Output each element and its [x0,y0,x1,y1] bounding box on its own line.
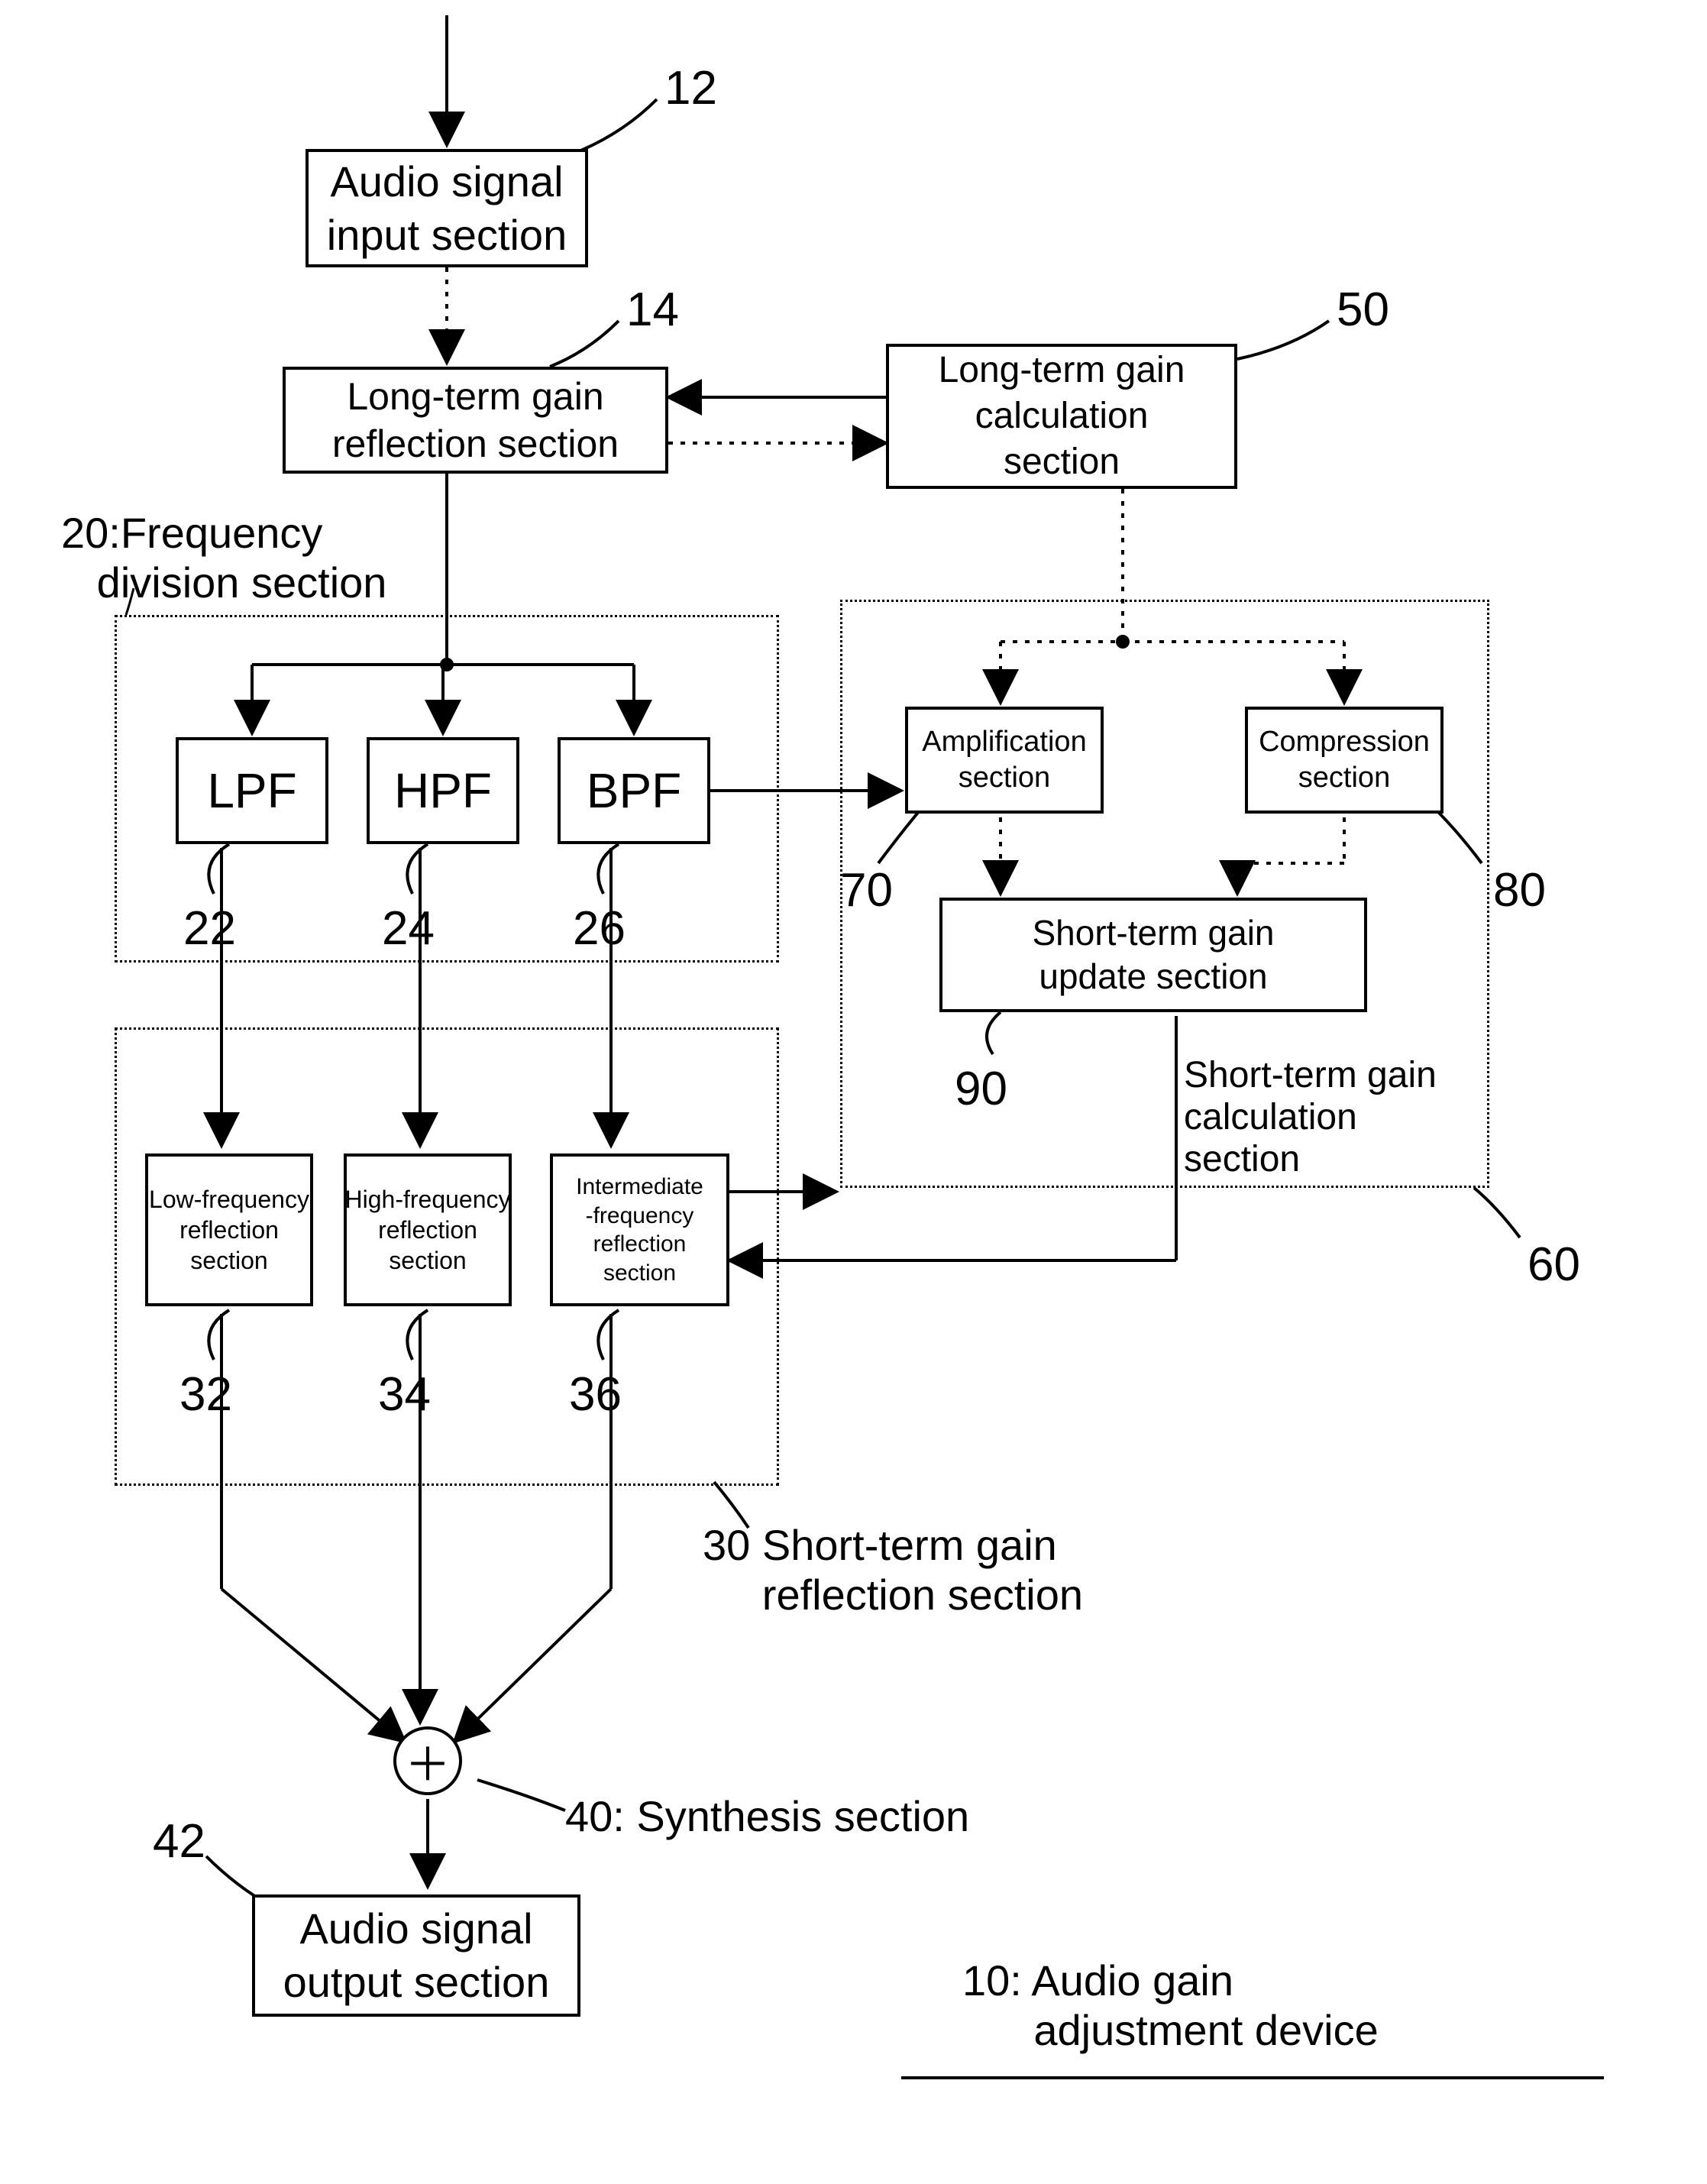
ref-60: 60 [1528,1238,1580,1292]
long-term-reflect-label: Long-term gain reflection section [332,373,619,468]
compression-block: Compression section [1245,707,1444,814]
lpf-label: LPF [207,760,296,821]
bpf-label: BPF [587,760,681,821]
ref-12: 12 [664,61,717,115]
audio-input-block: Audio signal input section [306,149,588,267]
ref-36: 36 [569,1367,622,1422]
low-freq-reflect-label: Low-frequency reflection section [149,1184,309,1276]
ref-50: 50 [1337,283,1389,337]
hpf-block: HPF [367,737,519,844]
long-term-reflect-block: Long-term gain reflection section [283,367,668,474]
hpf-label: HPF [394,760,492,821]
ref-80: 80 [1493,863,1546,917]
ref-70: 70 [840,863,893,917]
low-freq-reflect-block: Low-frequency reflection section [145,1153,313,1306]
amplification-block: Amplification section [905,707,1104,814]
freq-division-label: 20:Frequency division section [61,508,386,607]
lpf-block: LPF [176,737,328,844]
ref-32: 32 [179,1367,232,1422]
ref-90: 90 [955,1062,1007,1116]
ref-24: 24 [382,901,435,956]
audio-input-label: Audio signal input section [327,155,567,262]
synthesis-node: ＋ [393,1726,462,1795]
high-freq-reflect-label: High-frequency reflection section [345,1184,511,1276]
int-freq-reflect-label: Intermediate -frequency reflection secti… [576,1173,703,1287]
ref-34: 34 [378,1367,431,1422]
short-term-calc-label: Short-term gain calculation section [1184,1054,1437,1180]
plus-icon: ＋ [405,1728,451,1794]
long-term-calc-label: Long-term gain calculation section [939,348,1185,485]
bpf-block: BPF [558,737,710,844]
ref-22: 22 [183,901,236,956]
compression-label: Compression section [1259,724,1430,797]
ref-26: 26 [573,901,626,956]
ref-42: 42 [153,1814,205,1869]
short-term-update-label: Short-term gain update section [1032,911,1274,999]
long-term-calc-block: Long-term gain calculation section [886,344,1237,489]
device-label: 10: Audio gain adjustment device [962,1956,1379,2055]
amplification-label: Amplification section [922,724,1086,797]
short-term-update-block: Short-term gain update section [939,898,1367,1012]
audio-output-block: Audio signal output section [252,1894,580,2017]
synthesis-label: 40: Synthesis section [565,1791,969,1841]
int-freq-reflect-block: Intermediate -frequency reflection secti… [550,1153,729,1306]
audio-output-label: Audio signal output section [283,1902,550,2009]
ref-14: 14 [626,283,679,337]
short-term-reflect-label: 30 Short-term gain reflection section [703,1520,1083,1619]
high-freq-reflect-block: High-frequency reflection section [344,1153,512,1306]
